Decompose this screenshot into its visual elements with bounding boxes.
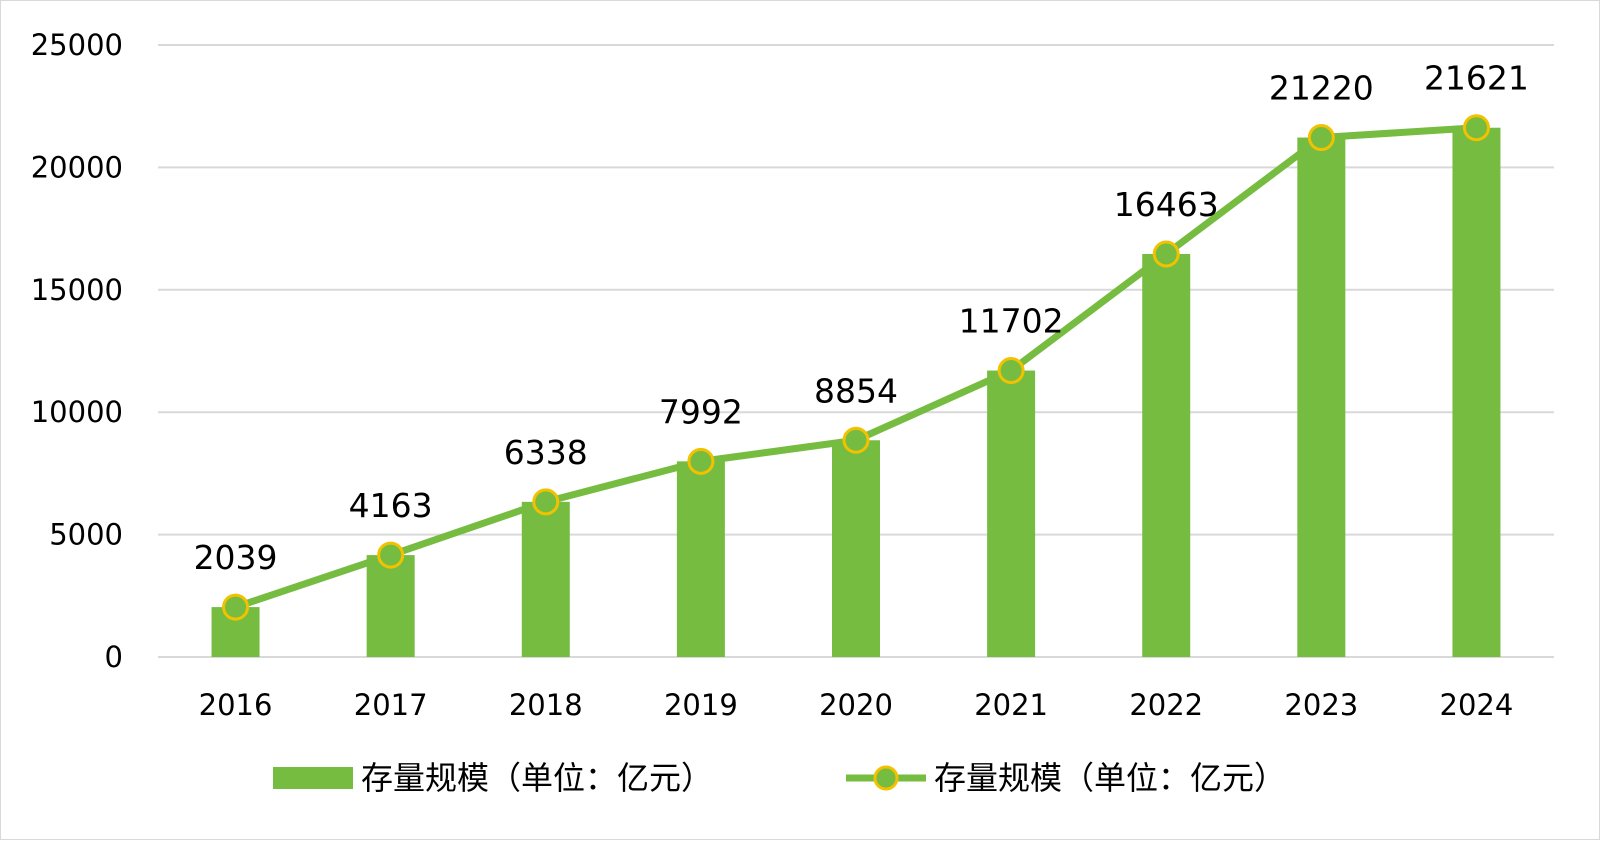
y-tick-label: 5000 xyxy=(49,518,123,552)
y-tick-label: 10000 xyxy=(31,395,123,429)
x-tick-label: 2023 xyxy=(1284,688,1358,722)
data-label: 21220 xyxy=(1269,69,1374,108)
x-tick-label: 2021 xyxy=(974,688,1048,722)
data-label: 4163 xyxy=(349,486,433,525)
legend-bar-label: 存量规模（单位：亿元） xyxy=(361,759,713,797)
x-axis-tick-labels: 2016 2017 2018 2019 2020 2021 2022 2023 2024 xyxy=(199,688,1514,722)
data-label: 16463 xyxy=(1114,185,1219,224)
data-label: 2039 xyxy=(194,538,278,577)
bar xyxy=(1452,127,1501,658)
y-tick-label: 15000 xyxy=(31,273,123,307)
bar xyxy=(1142,253,1191,657)
x-tick-label: 2019 xyxy=(664,688,738,722)
bar xyxy=(521,501,570,657)
data-label: 11702 xyxy=(959,302,1064,341)
data-label: 8854 xyxy=(814,371,898,410)
bar xyxy=(1297,137,1346,657)
data-label: 21621 xyxy=(1424,59,1529,98)
line-point xyxy=(222,593,250,621)
line-point xyxy=(377,541,405,569)
bar-series xyxy=(211,127,1501,658)
x-tick-label: 2018 xyxy=(509,688,583,722)
x-tick-label: 2016 xyxy=(199,688,273,722)
line-point xyxy=(687,447,715,475)
bar xyxy=(676,461,725,657)
line-point xyxy=(1152,240,1180,268)
line-markers xyxy=(222,114,1490,621)
bar xyxy=(987,370,1036,657)
legend-line-marker xyxy=(873,765,899,791)
y-tick-label: 0 xyxy=(105,640,123,674)
x-tick-label: 2022 xyxy=(1129,688,1203,722)
legend-line-label: 存量规模（单位：亿元） xyxy=(934,759,1286,797)
line-point xyxy=(532,488,560,516)
data-label: 7992 xyxy=(659,392,743,431)
legend: 存量规模（单位：亿元） 存量规模（单位：亿元） xyxy=(273,759,1286,797)
y-axis-tick-labels: 0 5000 10000 15000 20000 25000 xyxy=(31,28,123,674)
bar xyxy=(832,440,880,657)
x-tick-label: 2017 xyxy=(354,688,428,722)
x-tick-label: 2024 xyxy=(1440,688,1514,722)
y-tick-label: 25000 xyxy=(31,28,123,62)
data-label: 6338 xyxy=(504,433,588,472)
x-tick-label: 2020 xyxy=(819,688,893,722)
line-point xyxy=(1307,124,1335,152)
line-point xyxy=(997,357,1025,385)
bar xyxy=(366,555,415,657)
line-point xyxy=(842,426,870,454)
legend-bar-swatch xyxy=(273,767,353,789)
line-point xyxy=(1462,114,1490,142)
y-tick-label: 20000 xyxy=(31,150,123,184)
data-labels: 2039 4163 6338 7992 8854 11702 16463 21220 21621 xyxy=(194,59,1529,577)
